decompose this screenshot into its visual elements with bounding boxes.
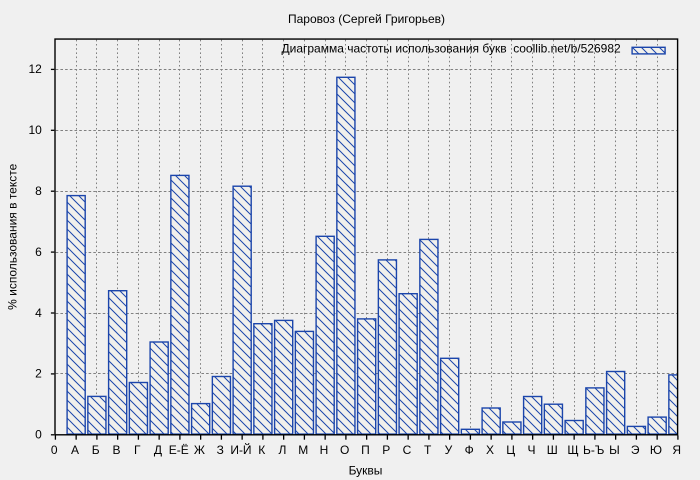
- svg-text:4: 4: [35, 306, 42, 320]
- svg-text:2: 2: [35, 367, 42, 381]
- svg-text:6: 6: [35, 245, 42, 259]
- svg-text:Ь-Ъ: Ь-Ъ: [583, 443, 604, 457]
- svg-text:0: 0: [51, 443, 58, 457]
- svg-text:Б: Б: [92, 443, 100, 457]
- svg-text:12: 12: [28, 62, 42, 76]
- svg-text:Х: Х: [486, 443, 494, 457]
- svg-text:П: П: [361, 443, 370, 457]
- svg-text:Ш: Ш: [547, 443, 558, 457]
- svg-text:Э: Э: [631, 443, 640, 457]
- svg-text:Н: Н: [320, 443, 329, 457]
- svg-text:М: М: [298, 443, 308, 457]
- svg-text:Ц: Ц: [506, 443, 515, 457]
- svg-text:О: О: [340, 443, 349, 457]
- svg-text:К: К: [258, 443, 265, 457]
- svg-text:Я: Я: [672, 443, 681, 457]
- svg-text:Е-Ё: Е-Ё: [169, 443, 189, 457]
- svg-text:Т: Т: [424, 443, 432, 457]
- svg-text:Буквы: Буквы: [349, 463, 383, 477]
- svg-text:% использования в тексте: % использования в тексте: [5, 163, 19, 309]
- svg-text:Р: Р: [382, 443, 390, 457]
- svg-text:Ж: Ж: [194, 443, 205, 457]
- svg-text:Ч: Ч: [527, 443, 535, 457]
- svg-text:Ф: Ф: [465, 443, 474, 457]
- svg-text:0: 0: [35, 428, 42, 442]
- svg-text:8: 8: [35, 184, 42, 198]
- svg-text:Паровоз (Сергей Григорьев): Паровоз (Сергей Григорьев): [288, 12, 445, 26]
- svg-text:Д: Д: [154, 443, 162, 457]
- svg-text:Ю: Ю: [650, 443, 662, 457]
- svg-text:10: 10: [28, 123, 42, 137]
- svg-text:С: С: [403, 443, 412, 457]
- svg-text:В: В: [112, 443, 120, 457]
- svg-text:Г: Г: [134, 443, 141, 457]
- svg-text:А: А: [71, 443, 79, 457]
- svg-text:Ы: Ы: [609, 443, 620, 457]
- svg-text:З: З: [217, 443, 224, 457]
- svg-text:Диаграмма частоты использовани: Диаграмма частоты использования букв coo…: [281, 41, 621, 55]
- svg-text:Щ: Щ: [567, 443, 578, 457]
- svg-text:У: У: [445, 443, 453, 457]
- svg-text:Л: Л: [279, 443, 287, 457]
- svg-text:И-Й: И-Й: [230, 442, 251, 457]
